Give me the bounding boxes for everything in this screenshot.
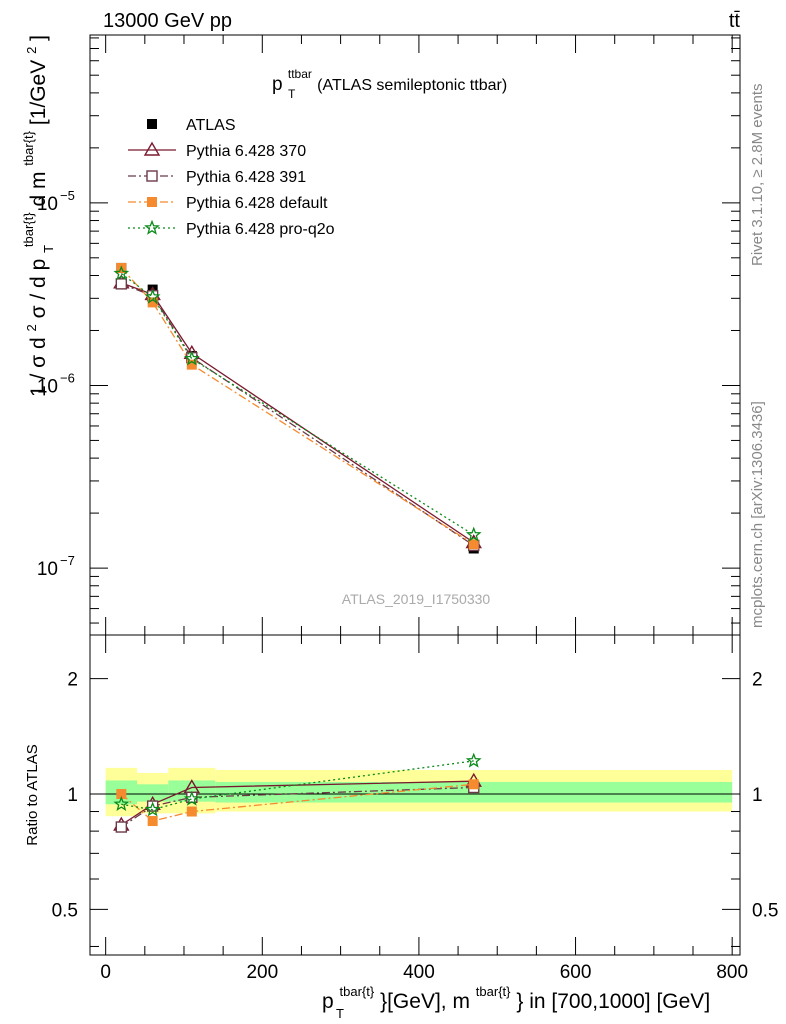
ylabel-unit-close: ]: [27, 35, 50, 41]
uncertainty-band-inner: [136, 784, 169, 802]
ratio-series-line: [120, 786, 474, 828]
legend-marker: [147, 119, 157, 129]
ylabel-unit-sup: 2: [24, 47, 39, 54]
analysis-watermark: ATLAS_2019_I1750330: [342, 591, 491, 607]
ylabel-sup2: 2: [24, 324, 39, 331]
ylabel-sup-tbar: tbar{t}: [21, 212, 36, 247]
xlabel-p: p: [322, 990, 334, 1013]
series-line: [120, 273, 475, 536]
title-p: p: [272, 74, 283, 95]
ratio-data-point: [147, 816, 158, 827]
y-tick-label: 10: [37, 559, 58, 580]
x-axis-label: p tbar{t} }[GeV], m tbar{t} } in [700,10…: [322, 978, 710, 1013]
legend: ATLAS Pythia 6.428 370 Pythia 6.428 391 Pyt…: [128, 117, 335, 238]
series-line: [120, 267, 475, 545]
ratio-y-tick-label: 2: [67, 670, 78, 691]
xlabel-sub-t: T: [336, 1006, 344, 1021]
ylabel-sub-t: T: [41, 245, 56, 253]
legend-label: Pythia 6.428 pro-q2o: [186, 221, 335, 238]
y-tick-exponent: −6: [60, 370, 75, 385]
x-tick-label: 800: [716, 962, 748, 983]
main-title: p ttbar (ATLAS semileptonic ttbar): [272, 62, 507, 95]
series-line: [121, 283, 475, 546]
ratio-data-point: [468, 779, 479, 790]
legend-label: Pythia 6.428 default: [186, 195, 328, 212]
ylabel-dm: d m: [27, 172, 50, 207]
xlabel-rest: } in [700,1000] [GeV]: [516, 990, 710, 1013]
y-tick-label: 10: [37, 376, 58, 397]
title-sub: T: [288, 87, 296, 101]
y-tick-label: 10: [37, 194, 58, 215]
legend-label: Pythia 6.428 391: [186, 169, 306, 186]
x-tick-label: 600: [560, 962, 592, 983]
legend-marker: [144, 219, 160, 235]
data-point: [115, 278, 128, 290]
ratio-data-point: [115, 821, 128, 833]
legend-marker: [146, 170, 158, 182]
ratio-data-point: [146, 800, 159, 812]
data-point: [147, 297, 158, 308]
ratio-data-point: [186, 806, 197, 817]
mcplots-label: mcplots.cern.ch [arXiv:1306.3436]: [749, 401, 766, 628]
data-point: [468, 539, 479, 550]
series-line: [121, 282, 475, 544]
x-tick-label: 400: [403, 962, 435, 983]
ratio-axis-ticks: 0.5 0.5 1 1 2 2 0 200 400 600 800: [52, 635, 778, 983]
title-sup: ttbar: [288, 67, 312, 81]
ratio-y-tick-label-right: 2: [752, 670, 763, 691]
process-label: tt̄: [729, 10, 741, 32]
ratio-data-point: [144, 801, 161, 817]
ratio-frame: [89, 634, 741, 956]
x-tick-label: 0: [100, 962, 111, 983]
y-tick-exponent: −7: [60, 553, 75, 568]
ratio-series-group: [113, 752, 482, 833]
main-ylabel: 1 / σ d 2 σ / d p T tbar{t} d m tbar{t} …: [15, 35, 58, 397]
ratio-panel: Ratio to ATLAS 0.5 0.5 1 1 2 2 0 200 400 600 800 p…: [24, 634, 778, 1021]
title-rest: (ATLAS semileptonic ttbar): [317, 77, 507, 94]
rivet-label: Rivet 3.1.10, ≥ 2.8M events: [749, 84, 766, 267]
ratio-series-line: [121, 760, 474, 811]
data-point: [183, 350, 200, 366]
ratio-y-tick-label-right: 1: [752, 785, 763, 806]
ratio-data-point: [183, 790, 200, 806]
uncertainty-bands: [105, 767, 733, 817]
xlabel-mid: }[GeV], m: [380, 990, 470, 1013]
legend-marker: [147, 197, 157, 207]
ratio-data-point: [465, 752, 482, 768]
data-point: [113, 265, 130, 281]
legend-marker: [143, 141, 161, 156]
main-axis-ticks: 10−710−610−5: [37, 35, 740, 635]
data-point: [144, 288, 161, 304]
ratio-data-point: [113, 795, 130, 812]
ratio-y-tick-label-right: 0.5: [752, 900, 778, 921]
xlabel-sup1: tbar{t}: [340, 984, 375, 999]
legend-label: Pythia 6.428 370: [186, 143, 306, 160]
data-point: [186, 359, 197, 370]
ratio-y-tick-label: 1: [67, 785, 78, 806]
ratio-y-tick-label: 0.5: [52, 900, 78, 921]
ratio-data-point: [116, 788, 127, 799]
ylabel-mid: σ / d p: [27, 259, 50, 319]
ylabel-sup-tbar2: tbar{t}: [21, 130, 36, 165]
x-tick-label: 200: [246, 962, 278, 983]
ratio-ylabel: Ratio to ATLAS: [24, 744, 41, 845]
data-point: [465, 526, 482, 542]
ylabel-unit-open: [1/GeV: [27, 60, 50, 125]
main-panel: p ttbar (ATLAS semileptonic ttbar) T 1 /…: [15, 34, 741, 636]
y-tick-exponent: −5: [60, 188, 75, 203]
energy-label: 13000 GeV pp: [103, 10, 232, 32]
legend-label: ATLAS: [186, 117, 236, 134]
xlabel-sup2: tbar{t}: [476, 984, 511, 999]
ratio-series-line: [120, 780, 474, 826]
main-series-group: [113, 262, 482, 554]
ylabel-prefix: 1 / σ d: [27, 337, 50, 397]
